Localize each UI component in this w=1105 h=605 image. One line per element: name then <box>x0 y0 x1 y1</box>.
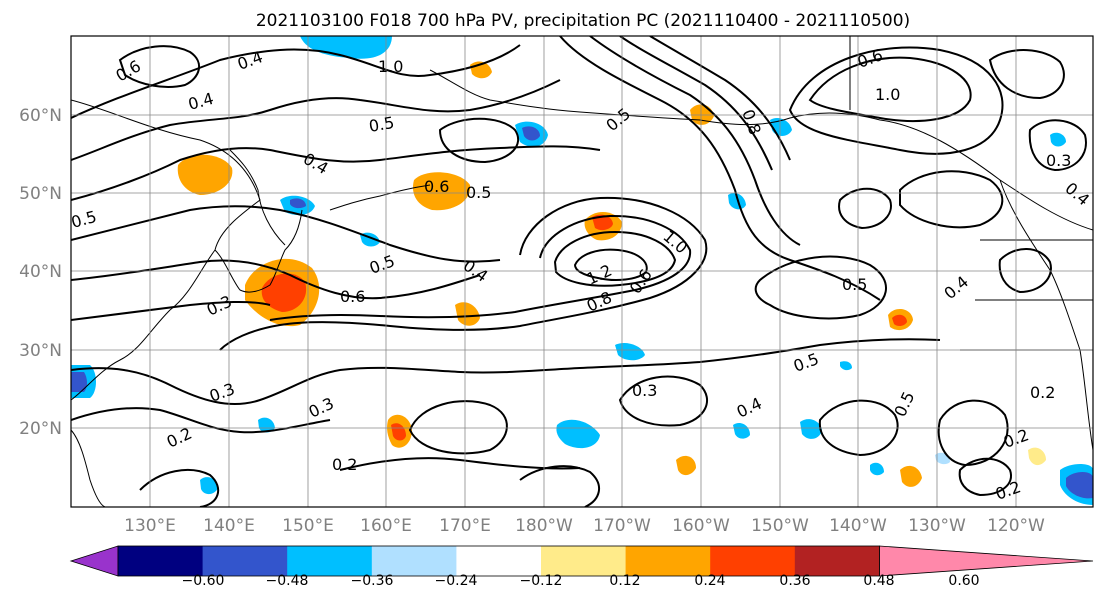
precip-shading <box>71 36 1093 505</box>
colorbar-outline <box>117 545 880 577</box>
colorbar-tick: 0.60 <box>948 573 979 589</box>
colorbar-segment <box>710 546 796 576</box>
colorbar-arrow-left <box>69 545 119 577</box>
colorbar <box>69 545 1094 577</box>
lon-label: 140°W <box>829 516 887 536</box>
contour-label: 0.5 <box>466 183 491 202</box>
colorbar-tick: 0.48 <box>863 573 894 589</box>
lat-label: 30°N <box>19 341 62 361</box>
contour-label: 0.3 <box>1046 151 1071 170</box>
lon-label: 130°E <box>124 516 176 536</box>
lon-label: 180°W <box>515 516 573 536</box>
colorbar-tick: 0.24 <box>694 573 725 589</box>
lon-label: 120°W <box>987 516 1045 536</box>
lat-label: 60°N <box>19 106 62 126</box>
contour-label: 0.6 <box>340 287 365 306</box>
contour-label: 0.5 <box>842 275 867 294</box>
lon-label: 150°W <box>751 516 809 536</box>
colorbar-tick: −0.48 <box>266 573 309 589</box>
colorbar-segment <box>287 546 373 576</box>
lon-label: 130°W <box>908 516 966 536</box>
lat-label: 40°N <box>19 262 62 282</box>
lon-labels: 130°E 140°E 150°E 160°E 170°E 180°W 170°… <box>124 516 1045 536</box>
lat-label: 50°N <box>19 184 62 204</box>
map-title: 2021103100 F018 700 hPa PV, precipitatio… <box>256 11 910 31</box>
contour-label: 0.3 <box>632 381 657 400</box>
contour-label: 1.0 <box>378 57 403 76</box>
map-frame <box>70 35 1094 508</box>
contour-label: 1.0 <box>875 85 900 104</box>
contour-label: 0.2 <box>1030 383 1055 402</box>
lon-label: 170°W <box>593 516 651 536</box>
colorbar-tick: −0.60 <box>182 573 225 589</box>
lon-label: 170°E <box>439 516 491 536</box>
colorbar-segment <box>541 546 627 576</box>
lon-label: 160°W <box>672 516 730 536</box>
lon-label: 160°E <box>360 516 412 536</box>
lat-label: 20°N <box>19 419 62 439</box>
lat-labels: 60°N 50°N 40°N 30°N 20°N <box>19 106 62 439</box>
colorbar-ticks: −0.60 −0.48 −0.36 −0.24 −0.12 0.12 0.24 … <box>182 573 980 589</box>
contour-label: 0.2 <box>332 455 357 474</box>
colorbar-segment <box>794 546 880 576</box>
colorbar-segment <box>456 546 542 576</box>
colorbar-tick: −0.12 <box>520 573 563 589</box>
colorbar-segment <box>625 546 711 576</box>
colorbar-tick: 0.36 <box>779 573 810 589</box>
colorbar-arrow-right <box>879 545 1094 577</box>
contour-label: 0.5 <box>367 113 395 136</box>
lon-label: 140°E <box>203 516 255 536</box>
colorbar-tick: −0.36 <box>351 573 394 589</box>
colorbar-segment <box>202 546 288 576</box>
colorbar-segment <box>371 546 457 576</box>
gridlines <box>71 36 1093 507</box>
contour-label: 0.6 <box>424 177 449 196</box>
colorbar-tick: 0.12 <box>609 573 640 589</box>
colorbar-tick: −0.24 <box>435 573 478 589</box>
map-area: 0.4 1.0 0.6 0.4 0.5 0.4 0.5 0.6 0.5 0.4 … <box>71 36 1093 507</box>
lon-label: 150°E <box>282 516 334 536</box>
colorbar-segment <box>118 546 204 576</box>
